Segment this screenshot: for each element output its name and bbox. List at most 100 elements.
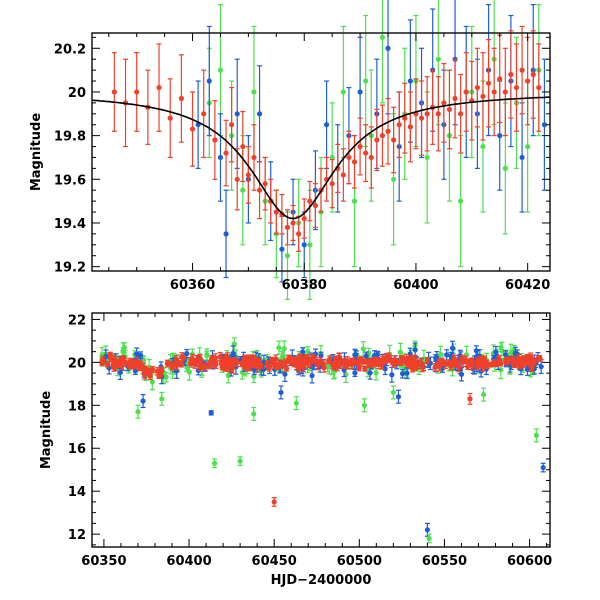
top-data-points xyxy=(111,0,548,300)
data-point xyxy=(222,353,228,363)
data-point xyxy=(362,365,368,372)
data-point xyxy=(365,358,372,367)
y-tick-label: 20 xyxy=(68,356,86,371)
data-point xyxy=(379,0,386,104)
top-y-axis-title: Magnitude xyxy=(29,113,44,192)
y-tick-label: 19.8 xyxy=(54,130,86,145)
data-point xyxy=(143,366,149,375)
data-point xyxy=(391,357,397,368)
data-point xyxy=(441,62,447,143)
data-point xyxy=(228,357,235,365)
x-tick-label: 60450 xyxy=(252,554,297,569)
data-point xyxy=(536,355,542,362)
data-point xyxy=(210,358,216,366)
y-tick-label: 19.2 xyxy=(54,261,86,276)
outlier-point xyxy=(278,385,284,400)
top-panel: 60360 60380 60400 60420 19.2 19.4 19.6 19.8 20 20… xyxy=(29,0,551,300)
outlier-point xyxy=(293,396,299,411)
data-point xyxy=(424,357,431,364)
data-point xyxy=(312,356,319,365)
bottom-panel: 60350 60400 60450 60500 60550 60600 12 14 16 18 20… xyxy=(39,312,552,588)
data-point xyxy=(111,355,117,365)
x-tick-label: 60350 xyxy=(81,554,126,569)
data-point xyxy=(204,350,210,361)
data-point xyxy=(399,368,406,379)
data-point xyxy=(201,69,207,159)
data-point xyxy=(198,360,204,370)
data-point xyxy=(222,365,228,372)
x-tick-label: 60400 xyxy=(393,278,438,293)
data-point xyxy=(164,359,170,368)
bottom-axis-ticks: 60350 60400 60450 60500 60550 60600 12 14 16 18 20… xyxy=(68,313,552,569)
data-point xyxy=(370,358,376,368)
data-point xyxy=(356,357,362,364)
data-point xyxy=(435,76,441,152)
bottom-x-axis-title: HJD−2400000 xyxy=(271,573,372,588)
data-point xyxy=(508,30,514,119)
data-point xyxy=(458,73,464,154)
data-point xyxy=(156,373,162,380)
y-tick-label: 18 xyxy=(68,399,86,414)
data-point xyxy=(315,360,321,371)
data-point xyxy=(212,100,218,180)
data-point xyxy=(456,362,462,373)
data-point xyxy=(402,82,408,154)
bottom-plot-border xyxy=(91,312,551,548)
data-point xyxy=(307,180,313,222)
data-point xyxy=(301,198,307,239)
outlier-point xyxy=(533,428,539,443)
data-point xyxy=(268,178,274,224)
data-point xyxy=(357,117,363,176)
data-point xyxy=(189,91,196,167)
data-point xyxy=(348,357,354,367)
data-point xyxy=(305,354,311,363)
data-point xyxy=(276,340,282,355)
data-point xyxy=(323,80,330,169)
data-point xyxy=(234,148,240,211)
data-point xyxy=(293,358,299,365)
data-point xyxy=(272,359,278,369)
x-tick-label: 60400 xyxy=(166,554,211,569)
data-point xyxy=(485,38,492,128)
data-point xyxy=(513,43,520,132)
data-point xyxy=(284,209,291,246)
data-point xyxy=(229,86,235,163)
outlier-point xyxy=(135,404,141,419)
data-point xyxy=(111,52,117,132)
y-tick-label: 12 xyxy=(68,528,86,543)
data-point xyxy=(451,354,457,363)
outlier-point xyxy=(390,385,396,400)
y-tick-label: 22 xyxy=(68,313,86,328)
data-point xyxy=(206,25,212,137)
data-point xyxy=(277,359,283,370)
data-point xyxy=(223,189,229,279)
data-point xyxy=(158,366,164,373)
x-tick-label: 60420 xyxy=(505,278,550,293)
data-point xyxy=(419,362,425,373)
data-point xyxy=(281,340,287,357)
data-point xyxy=(510,355,516,366)
data-point xyxy=(126,359,132,368)
bottom-y-axis-title: Magnitude xyxy=(39,391,54,470)
data-point xyxy=(329,159,335,209)
outlier-point xyxy=(540,462,546,473)
data-point xyxy=(480,52,486,141)
data-point xyxy=(287,357,293,364)
data-point xyxy=(202,362,208,371)
outlier-point xyxy=(426,533,432,544)
data-point xyxy=(374,108,380,172)
data-point xyxy=(396,91,402,159)
y-tick-label: 20 xyxy=(68,86,86,101)
y-tick-label: 16 xyxy=(68,442,86,457)
data-point xyxy=(404,367,410,380)
data-point xyxy=(342,358,348,369)
data-point xyxy=(536,43,542,132)
data-point xyxy=(229,364,235,374)
data-point xyxy=(312,183,319,228)
data-point xyxy=(346,130,352,185)
data-point xyxy=(474,47,480,128)
data-point xyxy=(452,58,458,139)
data-point xyxy=(368,126,374,189)
data-point xyxy=(399,356,405,364)
data-point xyxy=(273,189,279,235)
